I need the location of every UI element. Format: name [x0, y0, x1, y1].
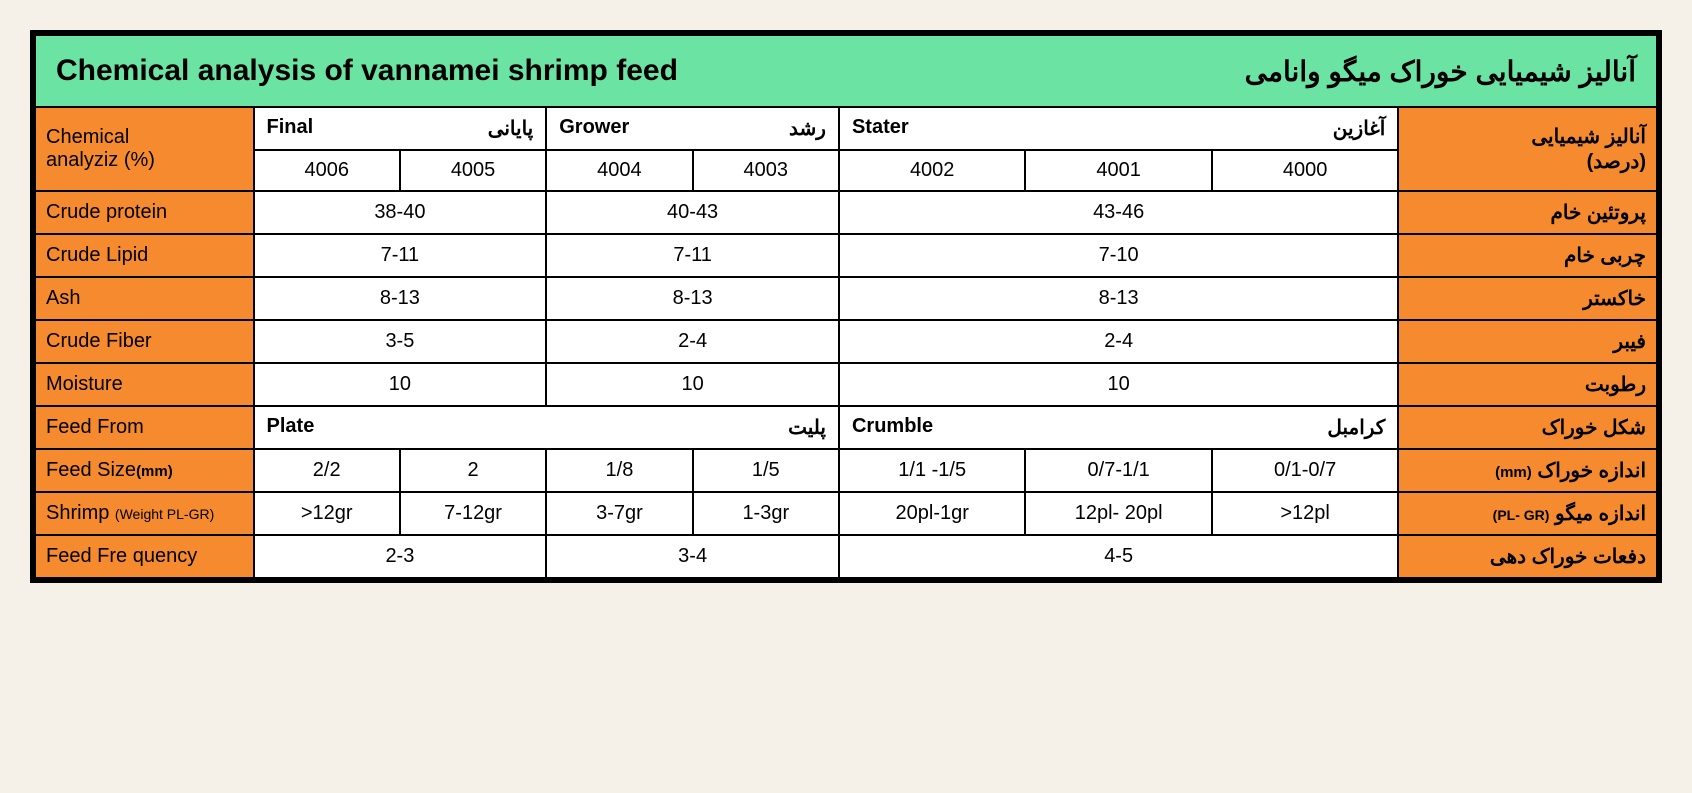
- feed-size-cell: 2/2: [255, 450, 399, 491]
- title-fa: آنالیز شیمیایی خوراک میگو وانامی: [1245, 55, 1636, 88]
- shrimp-cell: 7-12gr: [401, 493, 545, 534]
- shrimp-cell: >12gr: [255, 493, 399, 534]
- row-label-fa: اندازه میگو (PL- GR): [1399, 493, 1656, 534]
- row-label-en: Feed Fre quency: [36, 536, 253, 577]
- value-cell: 7-11: [255, 235, 546, 276]
- freq-cell: 2-3: [255, 536, 546, 577]
- freq-cell: 4-5: [840, 536, 1397, 577]
- row-label-fa: دفعات خوراک دهی: [1399, 536, 1656, 577]
- feed-size-cell: 0/7-1/1: [1026, 450, 1210, 491]
- freq-cell: 3-4: [547, 536, 838, 577]
- feed-size-cell: 1/8: [547, 450, 691, 491]
- row-label-en: Ash: [36, 278, 253, 319]
- code-cell: 4000: [1213, 151, 1397, 190]
- stage-grower: Grower رشد: [547, 108, 838, 149]
- stage-final: Final پایانی: [255, 108, 546, 149]
- shrimp-cell: 20pl-1gr: [840, 493, 1024, 534]
- row-label-fa: اندازه خوراک (mm): [1399, 450, 1656, 491]
- value-cell: 8-13: [547, 278, 838, 319]
- row-label-en: Crude protein: [36, 192, 253, 233]
- feed-form-crumble: Crumble کرامبل: [840, 407, 1397, 448]
- code-cell: 4005: [401, 151, 545, 190]
- shrimp-cell: >12pl: [1213, 493, 1397, 534]
- header-right-label: آنالیز شیمیایی (درصد): [1399, 108, 1656, 190]
- value-cell: 10: [255, 364, 546, 405]
- analysis-table: Chemical analysis of vannamei shrimp fee…: [30, 30, 1662, 583]
- row-label-en: Shrimp (Weight PL-GR): [36, 493, 253, 534]
- row-label-en: Crude Fiber: [36, 321, 253, 362]
- row-label-fa: پروتئین خام: [1399, 192, 1656, 233]
- value-cell: 38-40: [255, 192, 546, 233]
- code-cell: 4003: [694, 151, 838, 190]
- value-cell: 3-5: [255, 321, 546, 362]
- header-left-label: Chemical analyziz (%): [36, 108, 253, 190]
- value-cell: 2-4: [547, 321, 838, 362]
- row-label-fa: خاکستر: [1399, 278, 1656, 319]
- row-label-fa: چربی خام: [1399, 235, 1656, 276]
- shrimp-cell: 1-3gr: [694, 493, 838, 534]
- title-en: Chemical analysis of vannamei shrimp fee…: [56, 54, 678, 88]
- shrimp-cell: 3-7gr: [547, 493, 691, 534]
- value-cell: 7-10: [840, 235, 1397, 276]
- value-cell: 8-13: [840, 278, 1397, 319]
- row-label-en: Feed From: [36, 407, 253, 448]
- row-label-fa: شکل خوراک: [1399, 407, 1656, 448]
- value-cell: 2-4: [840, 321, 1397, 362]
- value-cell: 10: [547, 364, 838, 405]
- feed-form-plate: Plate پلیت: [255, 407, 838, 448]
- feed-size-cell: 2: [401, 450, 545, 491]
- row-label-en: Moisture: [36, 364, 253, 405]
- shrimp-cell: 12pl- 20pl: [1026, 493, 1210, 534]
- code-cell: 4002: [840, 151, 1024, 190]
- title-bar: Chemical analysis of vannamei shrimp fee…: [36, 36, 1656, 106]
- code-cell: 4006: [255, 151, 399, 190]
- code-cell: 4001: [1026, 151, 1210, 190]
- row-label-fa: فیبر: [1399, 321, 1656, 362]
- row-label-fa: رطوبت: [1399, 364, 1656, 405]
- feed-size-cell: 1/5: [694, 450, 838, 491]
- code-cell: 4004: [547, 151, 691, 190]
- row-label-en: Crude Lipid: [36, 235, 253, 276]
- feed-size-cell: 1/1 -1/5: [840, 450, 1024, 491]
- stage-starter: Stater آغازین: [840, 108, 1397, 149]
- value-cell: 7-11: [547, 235, 838, 276]
- value-cell: 43-46: [840, 192, 1397, 233]
- value-cell: 8-13: [255, 278, 546, 319]
- row-label-en: Feed Size(mm): [36, 450, 253, 491]
- value-cell: 10: [840, 364, 1397, 405]
- feed-size-cell: 0/1-0/7: [1213, 450, 1397, 491]
- value-cell: 40-43: [547, 192, 838, 233]
